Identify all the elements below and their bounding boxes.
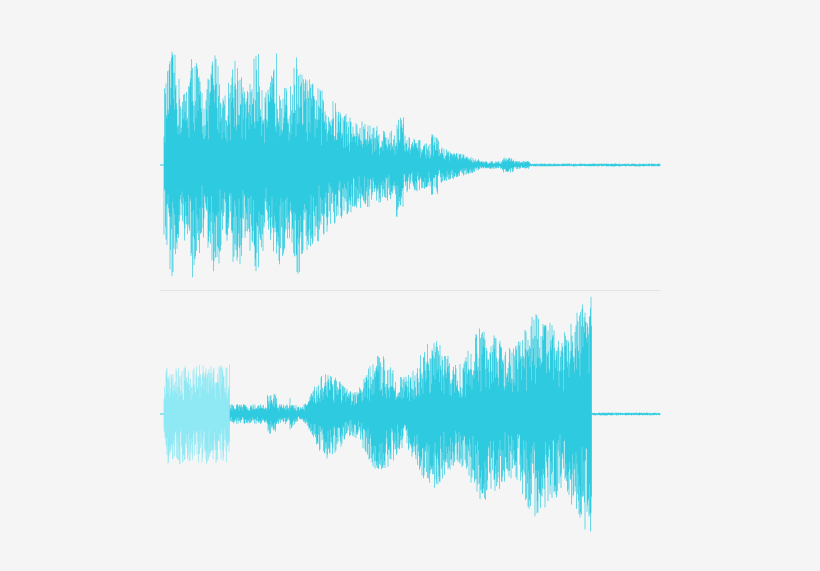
bottom-waveform — [160, 296, 661, 532]
waveform-strokes — [229, 296, 661, 532]
waveform-strokes — [163, 51, 661, 278]
waveform-strokes — [163, 364, 230, 464]
top-waveform — [160, 51, 661, 278]
